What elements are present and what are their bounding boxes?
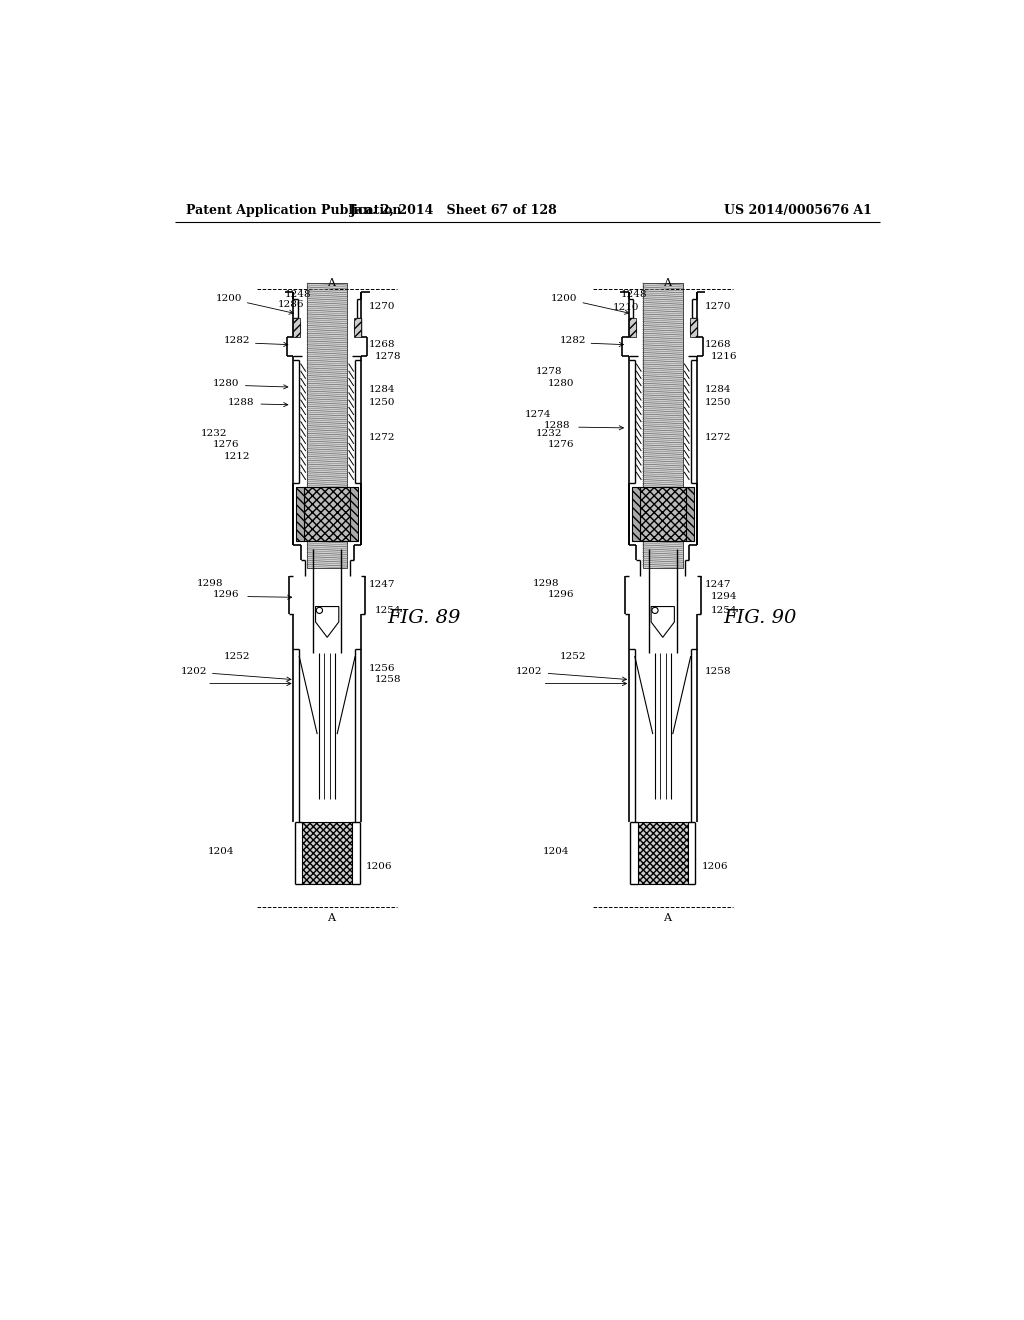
Bar xyxy=(638,822,687,884)
Text: 1284: 1284 xyxy=(369,385,395,393)
Text: Jan. 2, 2014   Sheet 67 of 128: Jan. 2, 2014 Sheet 67 of 128 xyxy=(349,205,557,218)
Text: 1254: 1254 xyxy=(711,606,737,615)
Text: 1254: 1254 xyxy=(375,606,401,615)
Polygon shape xyxy=(651,607,675,638)
Text: 1296: 1296 xyxy=(548,590,574,599)
Bar xyxy=(643,284,683,568)
Text: 1200: 1200 xyxy=(551,294,629,314)
Text: 1204: 1204 xyxy=(544,847,569,855)
Text: A: A xyxy=(327,913,335,924)
Bar xyxy=(686,487,693,541)
Text: 1202: 1202 xyxy=(516,668,627,681)
Text: 1210: 1210 xyxy=(613,304,640,313)
Bar xyxy=(307,284,347,568)
Bar xyxy=(296,487,304,541)
Bar xyxy=(354,318,361,337)
Bar xyxy=(350,487,358,541)
Text: 1298: 1298 xyxy=(197,579,223,587)
Text: 1252: 1252 xyxy=(224,652,251,661)
Text: 1276: 1276 xyxy=(548,441,574,449)
Text: 1258: 1258 xyxy=(705,668,731,676)
Text: 1258: 1258 xyxy=(375,676,401,684)
Text: 1272: 1272 xyxy=(705,433,731,442)
Bar xyxy=(632,487,640,541)
Text: 1256: 1256 xyxy=(369,664,395,673)
Text: 1212: 1212 xyxy=(224,451,251,461)
Text: 1294: 1294 xyxy=(711,593,737,601)
Text: 1202: 1202 xyxy=(180,668,291,681)
Text: 1280: 1280 xyxy=(212,379,239,388)
Text: 1288: 1288 xyxy=(544,421,570,430)
Polygon shape xyxy=(315,607,339,638)
Text: 1278: 1278 xyxy=(537,367,563,376)
Text: 1206: 1206 xyxy=(366,862,392,871)
Text: 1248: 1248 xyxy=(285,290,311,300)
Bar xyxy=(304,487,350,541)
Text: 1270: 1270 xyxy=(705,302,731,310)
Text: 1252: 1252 xyxy=(559,652,586,661)
Text: 1247: 1247 xyxy=(705,581,731,590)
Text: 1204: 1204 xyxy=(208,847,234,855)
Text: 1250: 1250 xyxy=(705,399,731,407)
Text: 1274: 1274 xyxy=(524,409,551,418)
Text: 1232: 1232 xyxy=(537,429,563,438)
Text: 1268: 1268 xyxy=(369,341,395,350)
Text: A: A xyxy=(327,279,335,288)
Bar xyxy=(302,822,352,884)
Text: 1282: 1282 xyxy=(559,337,586,346)
Text: US 2014/0005676 A1: US 2014/0005676 A1 xyxy=(724,205,872,218)
Text: FIG. 89: FIG. 89 xyxy=(388,609,461,627)
Bar xyxy=(629,318,636,337)
Text: 1298: 1298 xyxy=(532,579,559,587)
Bar xyxy=(293,318,300,337)
Bar xyxy=(690,318,697,337)
Bar xyxy=(640,487,686,541)
Text: 1296: 1296 xyxy=(212,590,239,599)
Text: A: A xyxy=(663,913,671,924)
Circle shape xyxy=(316,607,323,614)
Text: 1282: 1282 xyxy=(224,337,251,346)
Circle shape xyxy=(652,607,658,614)
Text: 1276: 1276 xyxy=(212,441,239,449)
Text: Patent Application Publication: Patent Application Publication xyxy=(186,205,401,218)
Text: 1288: 1288 xyxy=(227,399,254,407)
Text: 1216: 1216 xyxy=(711,352,737,360)
Text: 1247: 1247 xyxy=(369,581,395,590)
Text: 1278: 1278 xyxy=(375,352,401,360)
Text: 1250: 1250 xyxy=(369,399,395,407)
Text: 1232: 1232 xyxy=(201,429,227,438)
Text: 1272: 1272 xyxy=(369,433,395,442)
Text: 1268: 1268 xyxy=(705,341,731,350)
Text: 1200: 1200 xyxy=(215,294,293,314)
Text: 1280: 1280 xyxy=(548,379,574,388)
Text: A: A xyxy=(663,279,671,288)
Text: 1248: 1248 xyxy=(621,290,647,300)
Text: 1270: 1270 xyxy=(369,302,395,310)
Text: 1284: 1284 xyxy=(705,385,731,393)
Text: FIG. 90: FIG. 90 xyxy=(723,609,797,627)
Text: 1206: 1206 xyxy=(701,862,728,871)
Text: 1286: 1286 xyxy=(278,300,304,309)
